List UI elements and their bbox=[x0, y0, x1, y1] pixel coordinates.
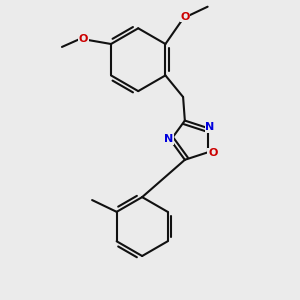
Text: O: O bbox=[208, 148, 218, 158]
Text: N: N bbox=[205, 122, 214, 132]
Text: N: N bbox=[164, 134, 173, 144]
Text: O: O bbox=[180, 11, 190, 22]
Text: O: O bbox=[79, 34, 88, 44]
